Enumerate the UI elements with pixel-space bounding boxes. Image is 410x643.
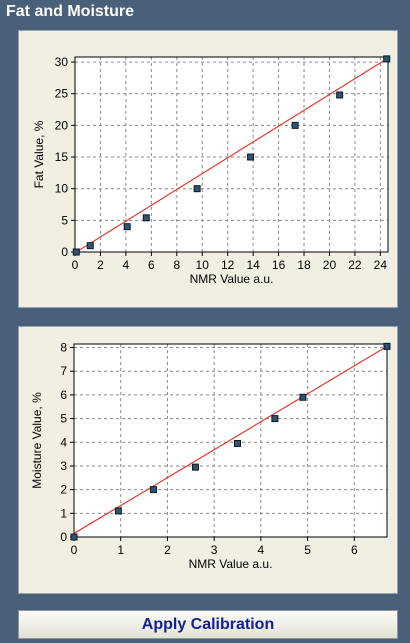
fat-x-tick-label: 18 [297,258,311,272]
moisture-chart-panel: 0 1 2 3 4 5 6 0 1 2 3 4 5 6 7 8 NMR Value a.u. Moisture V… [18,326,398,594]
fat-data-point [291,121,299,129]
fat-y-tick-label: 30 [55,55,69,69]
moisture-fit-line [73,345,388,534]
moisture-x-tick-label: 4 [258,543,265,557]
moisture-data-point [191,463,199,471]
moisture-data-point [114,507,122,515]
fat-y-tick-label: 20 [55,118,69,132]
fat-x-tick-label: 2 [97,258,104,272]
fat-x-tick-label: 6 [148,258,155,272]
fat-y-tick-label: 15 [55,150,69,164]
fat-x-tick-label: 10 [196,258,210,272]
moisture-data-point [70,533,78,541]
fat-y-axis-title: Fat Value, % [32,120,46,188]
fat-x-tick-label: 20 [323,258,337,272]
fat-data-point [247,153,255,161]
moisture-chart: 0 1 2 3 4 5 6 0 1 2 3 4 5 6 7 8 NMR Value a.u. Moisture V… [30,341,391,571]
moisture-x-tick-label: 5 [304,543,311,557]
moisture-y-tick-label: 5 [60,412,67,426]
moisture-y-tick-label: 7 [60,364,67,378]
fat-data-point [383,55,391,63]
moisture-x-tick-label: 0 [71,543,78,557]
fat-x-tick-label: 16 [272,258,286,272]
fat-y-tick-label: 5 [61,213,68,227]
moisture-y-tick-label: 3 [60,459,67,473]
fat-data-point [193,185,201,193]
moisture-x-tick-label: 3 [211,543,218,557]
fat-data-point [142,214,150,222]
fat-data-point [123,223,131,231]
fat-x-tick-label: 8 [173,258,180,272]
moisture-plot-frame [73,343,388,538]
fat-fit-line [75,58,388,253]
fat-x-tick-label: 24 [374,258,388,272]
window-title: Fat and Moisture [6,3,135,20]
fat-x-tick-label: 4 [123,258,130,272]
fat-y-tick-label: 0 [61,245,68,259]
moisture-data-point [271,415,279,423]
fat-x-tick-label: 0 [72,258,79,272]
moisture-x-axis-title: NMR Value a.u. [189,557,273,571]
moisture-x-tick-label: 6 [351,543,358,557]
fat-plot-area [75,57,388,252]
fat-x-tick-label: 12 [221,258,235,272]
moisture-y-axis-title: Moisture Value, % [30,392,44,489]
fat-data-point [86,242,94,250]
fat-plot-frame [74,56,389,253]
moisture-x-tick-label: 2 [164,543,171,557]
moisture-data-point [299,393,307,401]
moisture-data-point [149,486,157,494]
moisture-y-tick-label: 8 [60,341,67,355]
moisture-y-tick-label: 0 [60,530,67,544]
moisture-y-tick-label: 6 [60,388,67,402]
fat-x-tick-label: 22 [348,258,362,272]
moisture-y-tick-label: 1 [60,506,67,520]
fat-y-tick-label: 25 [55,87,69,101]
moisture-y-tick-label: 2 [60,483,67,497]
moisture-data-point [234,439,242,447]
fat-data-point [72,248,80,256]
apply-calibration-button[interactable]: Apply Calibration [18,610,398,639]
moisture-y-tick-label: 4 [60,435,67,449]
fat-x-axis-title: NMR Value a.u. [190,272,274,286]
fat-chart-panel: 0 2 4 6 8 10 12 14 16 18 20 22 24 0 5 10 15 20 25 30 NMR Val… [18,30,398,308]
fat-data-point [336,91,344,99]
fat-y-tick-label: 10 [55,182,69,196]
fat-x-tick-label: 14 [246,258,260,272]
moisture-data-point [383,342,391,350]
moisture-x-tick-label: 1 [117,543,124,557]
